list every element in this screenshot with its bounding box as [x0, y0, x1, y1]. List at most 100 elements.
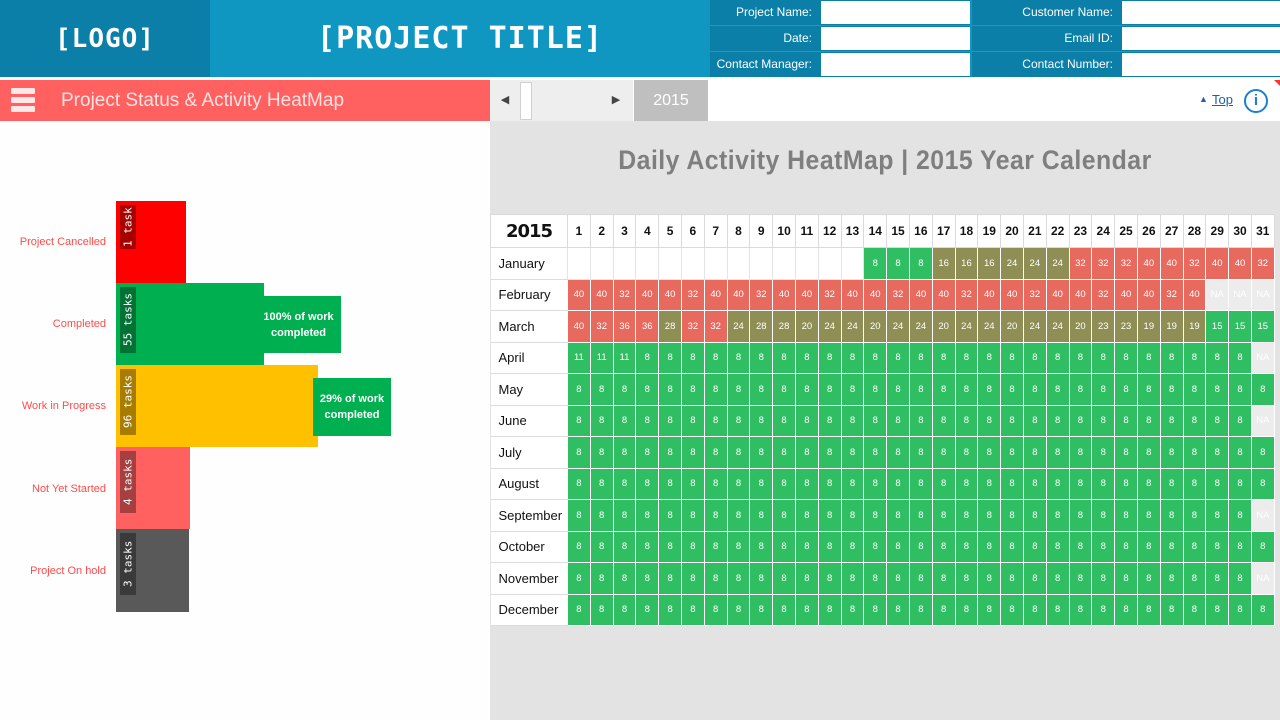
- heatmap-cell[interactable]: 8: [863, 467, 888, 500]
- heatmap-cell[interactable]: 8: [567, 499, 591, 532]
- heatmap-cell[interactable]: 8: [1045, 341, 1070, 374]
- heatmap-cell[interactable]: 8: [1136, 341, 1161, 374]
- heatmap-cell[interactable]: 8: [1205, 373, 1230, 406]
- heatmap-cell[interactable]: 40: [635, 278, 660, 311]
- heatmap-cell[interactable]: 8: [1022, 404, 1047, 437]
- heatmap-cell[interactable]: 28: [772, 310, 796, 343]
- heatmap-cell[interactable]: 32: [1114, 247, 1138, 280]
- heatmap-cell[interactable]: 19: [1182, 310, 1207, 343]
- heatmap-cell[interactable]: 8: [680, 404, 705, 437]
- heatmap-cell[interactable]: 20: [1000, 310, 1024, 343]
- heatmap-cell[interactable]: 8: [1228, 562, 1252, 595]
- heatmap-cell[interactable]: 8: [1136, 562, 1161, 595]
- scroll-thumb[interactable]: [520, 82, 532, 120]
- heatmap-cell[interactable]: 8: [726, 593, 751, 626]
- heatmap-cell[interactable]: 8: [749, 499, 774, 532]
- heatmap-cell[interactable]: 8: [931, 404, 956, 437]
- heatmap-cell[interactable]: 8: [931, 499, 956, 532]
- heatmap-cell[interactable]: 8: [703, 436, 728, 469]
- heatmap-cell[interactable]: 8: [1045, 436, 1070, 469]
- heatmap-cell[interactable]: 8: [1136, 436, 1161, 469]
- heatmap-cell[interactable]: 8: [658, 467, 682, 500]
- heatmap-cell[interactable]: 32: [1182, 247, 1207, 280]
- heatmap-cell[interactable]: 8: [863, 341, 888, 374]
- heatmap-cell[interactable]: 8: [977, 499, 1002, 532]
- project-name-field[interactable]: [821, 1, 970, 24]
- heatmap-cell[interactable]: 8: [1045, 499, 1070, 532]
- heatmap-cell[interactable]: 8: [703, 562, 728, 595]
- heatmap-cell[interactable]: NA: [1250, 341, 1275, 374]
- heatmap-cell[interactable]: [726, 247, 751, 280]
- heatmap-cell[interactable]: 8: [1136, 404, 1161, 437]
- heatmap-cell[interactable]: [703, 247, 728, 280]
- heatmap-cell[interactable]: 23: [1091, 310, 1116, 343]
- heatmap-cell[interactable]: 8: [1228, 404, 1252, 437]
- heatmap-cell[interactable]: 11: [589, 341, 614, 374]
- heatmap-cell[interactable]: 8: [726, 341, 751, 374]
- heatmap-cell[interactable]: 8: [1182, 436, 1207, 469]
- heatmap-cell[interactable]: 8: [886, 530, 910, 563]
- heatmap-cell[interactable]: 8: [1068, 530, 1093, 563]
- email-field[interactable]: [1122, 27, 1280, 50]
- heatmap-cell[interactable]: 8: [977, 436, 1002, 469]
- heatmap-cell[interactable]: 8: [726, 562, 751, 595]
- heatmap-cell[interactable]: 8: [680, 467, 705, 500]
- heatmap-cell[interactable]: 40: [1045, 278, 1070, 311]
- heatmap-cell[interactable]: 8: [772, 593, 796, 626]
- heatmap-cell[interactable]: 8: [772, 373, 796, 406]
- heatmap-cell[interactable]: 8: [794, 467, 819, 500]
- heatmap-cell[interactable]: 8: [954, 593, 979, 626]
- heatmap-cell[interactable]: 32: [680, 310, 705, 343]
- heatmap-cell[interactable]: 8: [1000, 499, 1024, 532]
- heatmap-cell[interactable]: 8: [612, 373, 637, 406]
- heatmap-cell[interactable]: 8: [863, 404, 888, 437]
- heatmap-cell[interactable]: [567, 247, 591, 280]
- heatmap-cell[interactable]: 8: [1022, 562, 1047, 595]
- heatmap-cell[interactable]: 8: [1228, 530, 1252, 563]
- heatmap-cell[interactable]: 8: [817, 341, 842, 374]
- heatmap-cell[interactable]: 15: [1228, 310, 1252, 343]
- heatmap-cell[interactable]: 8: [931, 373, 956, 406]
- heatmap-cell[interactable]: 8: [749, 341, 774, 374]
- heatmap-cell[interactable]: 8: [658, 530, 682, 563]
- heatmap-cell[interactable]: 8: [1182, 404, 1207, 437]
- heatmap-cell[interactable]: 8: [1045, 404, 1070, 437]
- heatmap-cell[interactable]: 32: [589, 310, 614, 343]
- heatmap-cell[interactable]: 8: [1228, 593, 1252, 626]
- date-field[interactable]: [821, 27, 970, 50]
- heatmap-cell[interactable]: [658, 247, 682, 280]
- heatmap-cell[interactable]: 8: [772, 530, 796, 563]
- heatmap-cell[interactable]: 8: [954, 530, 979, 563]
- year-scrollbar[interactable]: ◀ ▶: [490, 80, 633, 121]
- heatmap-cell[interactable]: 8: [886, 436, 910, 469]
- heatmap-cell[interactable]: 8: [840, 373, 865, 406]
- heatmap-cell[interactable]: 8: [908, 247, 933, 280]
- heatmap-cell[interactable]: 40: [658, 278, 682, 311]
- heatmap-cell[interactable]: 28: [749, 310, 774, 343]
- heatmap-cell[interactable]: 8: [1045, 593, 1070, 626]
- heatmap-cell[interactable]: 8: [749, 436, 774, 469]
- heatmap-cell[interactable]: 8: [680, 593, 705, 626]
- heatmap-cell[interactable]: 8: [726, 436, 751, 469]
- heatmap-cell[interactable]: 8: [1159, 499, 1184, 532]
- heatmap-cell[interactable]: 8: [1205, 341, 1230, 374]
- heatmap-cell[interactable]: 8: [908, 373, 933, 406]
- heatmap-cell[interactable]: 8: [749, 373, 774, 406]
- heatmap-cell[interactable]: 8: [1182, 467, 1207, 500]
- heatmap-cell[interactable]: 8: [635, 373, 660, 406]
- heatmap-cell[interactable]: 8: [908, 562, 933, 595]
- heatmap-cell[interactable]: 8: [977, 373, 1002, 406]
- heatmap-cell[interactable]: 32: [612, 278, 637, 311]
- heatmap-cell[interactable]: 20: [863, 310, 888, 343]
- heatmap-cell[interactable]: 40: [1205, 247, 1230, 280]
- heatmap-cell[interactable]: 8: [589, 436, 614, 469]
- heatmap-cell[interactable]: 24: [977, 310, 1002, 343]
- heatmap-cell[interactable]: 8: [658, 562, 682, 595]
- heatmap-cell[interactable]: 40: [772, 278, 796, 311]
- heatmap-cell[interactable]: 8: [612, 562, 637, 595]
- heatmap-cell[interactable]: 40: [567, 278, 591, 311]
- heatmap-cell[interactable]: 8: [886, 499, 910, 532]
- heatmap-cell[interactable]: 8: [635, 404, 660, 437]
- heatmap-cell[interactable]: 8: [954, 373, 979, 406]
- heatmap-cell[interactable]: NA: [1250, 499, 1275, 532]
